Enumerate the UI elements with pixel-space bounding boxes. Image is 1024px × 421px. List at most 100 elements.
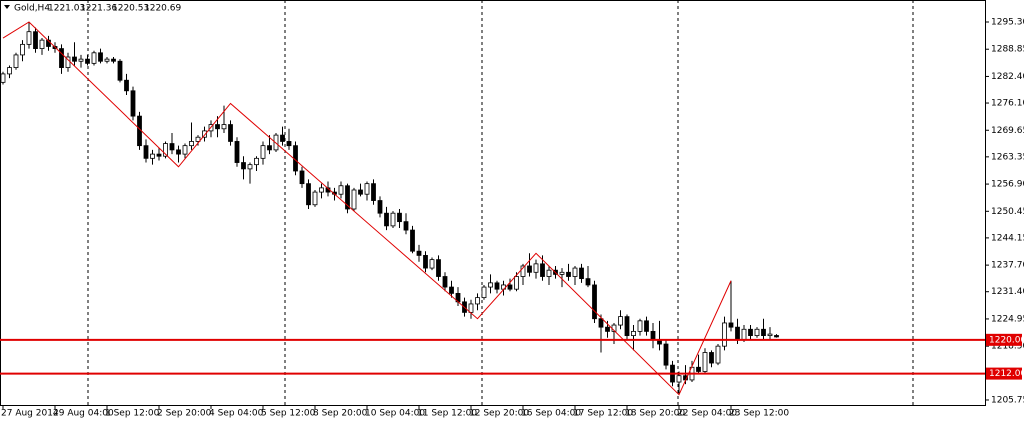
candle-body xyxy=(221,124,227,130)
candle-body xyxy=(33,31,38,49)
price-label: 1212.00 xyxy=(989,369,1024,379)
candle-body xyxy=(429,259,435,269)
candle-body xyxy=(377,200,383,214)
candle-body xyxy=(130,90,136,117)
candle-body xyxy=(566,271,571,277)
candle-body xyxy=(156,153,162,157)
candle-body xyxy=(104,58,110,62)
menu-arrow[interactable] xyxy=(4,5,10,9)
candle-body xyxy=(735,326,740,341)
candle-body xyxy=(319,187,324,193)
candle-body xyxy=(533,263,539,273)
candle-body xyxy=(267,145,272,151)
candle-body xyxy=(741,328,747,341)
x-tick-label: 8 Sep 20:00 xyxy=(313,409,368,419)
candle-body xyxy=(520,265,526,277)
candle-body xyxy=(143,145,149,159)
candle-body xyxy=(592,284,597,320)
zigzag-line xyxy=(2,21,732,396)
candle-body xyxy=(72,56,77,62)
candle-body xyxy=(442,276,448,288)
x-tick-label: 2 Sep 20:00 xyxy=(157,409,212,419)
x-tick-label: 5 Sep 12:00 xyxy=(261,409,316,419)
candle-body xyxy=(598,318,604,328)
candle-body xyxy=(163,143,168,157)
candle-body xyxy=(527,265,532,273)
candle-body xyxy=(644,320,649,332)
candle-body xyxy=(390,212,396,227)
candle-body xyxy=(234,141,240,163)
y-tick-label: 1269.65 xyxy=(991,126,1024,136)
candle-body xyxy=(468,303,474,313)
candle-body xyxy=(475,297,480,305)
x-tick-label: 29 Aug 04:00 xyxy=(53,409,114,419)
candle-body xyxy=(397,212,402,223)
candle-body xyxy=(299,170,305,185)
price-label: 1220.00 xyxy=(989,335,1024,345)
candle-body xyxy=(59,48,64,68)
y-tick-label: 1256.90 xyxy=(991,180,1024,190)
y-tick-label: 1205.75 xyxy=(991,395,1024,405)
candle-body xyxy=(624,316,630,337)
candle-body xyxy=(78,58,84,62)
candle-body xyxy=(436,259,441,277)
candle-body xyxy=(20,43,25,56)
candle-body xyxy=(13,54,19,68)
candle-body xyxy=(709,352,714,364)
candle-body xyxy=(241,162,246,170)
candle-body xyxy=(111,58,116,62)
x-tick-label: 16 Sep 04:00 xyxy=(521,409,581,419)
candle-body xyxy=(579,267,584,280)
candle-body xyxy=(663,343,669,366)
candle-body xyxy=(494,282,500,290)
candle-body xyxy=(85,58,90,64)
y-tick-label: 1218.50 xyxy=(991,342,1024,352)
x-tick-label: 17 Sep 12:00 xyxy=(573,409,633,419)
y-tick-label: 1288.85 xyxy=(991,45,1024,55)
price-label-box xyxy=(986,367,1022,380)
x-tick-label: 23 Sep 12:00 xyxy=(729,409,789,419)
x-tick-label: 1 Sep 12:00 xyxy=(105,409,160,419)
candle-body xyxy=(774,335,779,338)
candle-body xyxy=(423,255,428,269)
y-tick-label: 1231.40 xyxy=(991,287,1024,297)
candle-body xyxy=(0,73,6,83)
candle-body xyxy=(559,271,565,275)
candle-body xyxy=(715,345,721,364)
candle-body xyxy=(124,79,129,92)
symbol-title: Gold,H4 xyxy=(14,4,50,14)
ohlc-high: 1221.36 xyxy=(80,4,117,14)
candle-body xyxy=(761,328,766,337)
candle-body xyxy=(280,134,285,142)
x-tick-label: 4 Sep 04:00 xyxy=(209,409,264,419)
x-tick-label: 10 Sep 04:00 xyxy=(365,409,425,419)
candle-body xyxy=(345,185,350,210)
candle-body xyxy=(748,328,753,337)
candle-body xyxy=(254,157,259,166)
candle-body xyxy=(618,316,623,326)
candle-body xyxy=(507,284,513,290)
candle-body xyxy=(728,322,734,328)
candle-body xyxy=(546,269,552,277)
candle-body xyxy=(605,326,610,332)
candle-body xyxy=(312,191,318,206)
y-tick-label: 1224.95 xyxy=(991,314,1024,324)
candle-body xyxy=(364,183,370,195)
candle-body xyxy=(215,124,220,130)
y-tick-label: 1244.15 xyxy=(991,233,1024,243)
x-tick-label: 27 Aug 2014 xyxy=(1,409,59,419)
candle-body xyxy=(182,145,188,155)
x-tick-label: 22 Sep 04:00 xyxy=(677,409,737,419)
candle-body xyxy=(371,183,376,201)
y-tick-label: 1276.10 xyxy=(991,99,1024,109)
candle-body xyxy=(247,164,253,170)
candle-body xyxy=(358,189,363,195)
candle-body xyxy=(351,189,357,210)
candle-body xyxy=(650,330,656,341)
candle-body xyxy=(176,149,181,155)
candle-body xyxy=(228,124,233,142)
candle-body xyxy=(306,183,311,206)
candle-body xyxy=(403,221,409,231)
candle-body xyxy=(384,212,389,227)
